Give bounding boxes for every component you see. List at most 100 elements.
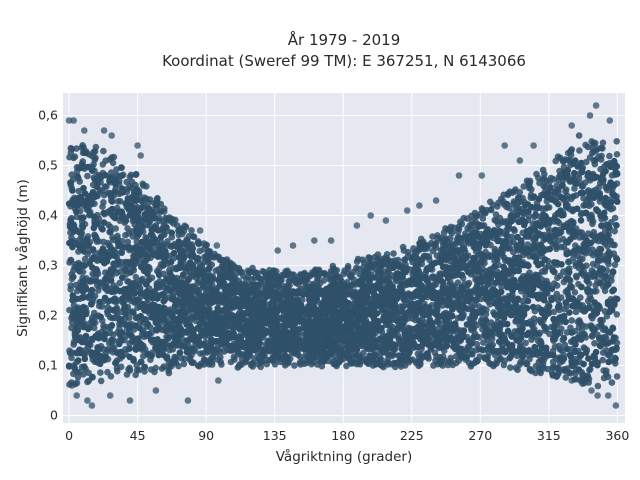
scatter-point — [124, 238, 132, 246]
scatter-point — [522, 339, 529, 347]
scatter-point — [182, 240, 190, 248]
scatter-point — [576, 147, 583, 154]
scatter-point — [439, 353, 447, 360]
scatter-point — [497, 195, 505, 203]
scatter-point — [234, 364, 242, 371]
scatter-point — [127, 171, 135, 179]
scatter-point — [487, 206, 495, 214]
scatter-point — [303, 283, 311, 290]
scatter-point — [577, 211, 585, 218]
scatter-point — [563, 329, 571, 336]
scatter-point — [85, 193, 92, 201]
scatter-point — [613, 151, 621, 158]
scatter-point — [65, 200, 73, 207]
scatter-point — [523, 304, 531, 312]
scatter-point — [451, 282, 458, 290]
scatter-point — [260, 347, 268, 354]
scatter-point — [74, 357, 82, 364]
scatter-point — [454, 248, 462, 255]
scatter-point — [550, 176, 557, 183]
scatter-point — [90, 324, 98, 332]
scatter-point — [604, 351, 612, 359]
scatter-point — [263, 360, 271, 368]
scatter-point — [504, 299, 511, 307]
scatter-point — [259, 268, 267, 275]
scatter-point — [89, 295, 97, 303]
scatter-point — [205, 248, 212, 256]
scatter-point — [567, 284, 574, 291]
scatter-point — [208, 281, 216, 288]
scatter-point — [440, 229, 448, 236]
scatter-point — [385, 351, 392, 359]
scatter-point — [454, 234, 462, 241]
scatter-point — [397, 261, 404, 269]
scatter-point — [141, 216, 148, 224]
scatter-point — [78, 229, 86, 237]
scatter-point — [497, 355, 504, 362]
scatter-point — [567, 151, 575, 159]
scatter-point — [67, 282, 74, 289]
scatter-point — [510, 200, 517, 208]
scatter-point — [503, 231, 510, 239]
scatter-point — [128, 178, 136, 186]
scatter-point — [609, 205, 617, 212]
scatter-point — [227, 358, 235, 366]
scatter-point — [116, 279, 123, 287]
scatter-point — [353, 264, 360, 272]
scatter-point — [157, 233, 165, 241]
scatter-point — [239, 310, 247, 317]
scatter-point — [504, 190, 512, 197]
scatter-point — [103, 183, 110, 190]
scatter-point — [569, 193, 577, 200]
scatter-point — [555, 342, 563, 350]
scatter-point — [70, 267, 77, 274]
scatter-point — [272, 284, 280, 292]
scatter-point — [108, 322, 116, 329]
scatter-point — [372, 265, 379, 273]
scatter-point — [524, 262, 532, 269]
scatter-point — [215, 266, 222, 273]
scatter-point — [230, 274, 238, 281]
scatter-point — [383, 251, 391, 258]
scatter-point — [117, 363, 125, 371]
scatter-point — [390, 307, 398, 315]
scatter-point — [93, 267, 101, 275]
scatter-point — [287, 277, 294, 284]
scatter-point — [521, 285, 529, 293]
scatter-point — [588, 211, 595, 219]
scatter-point — [530, 319, 538, 327]
scatter-point — [371, 309, 378, 317]
scatter-point — [168, 310, 176, 318]
scatter-point — [473, 346, 480, 354]
scatter-point — [479, 305, 486, 313]
scatter-point — [322, 354, 330, 361]
scatter-point — [366, 254, 374, 262]
scatter-point — [606, 152, 613, 160]
scatter-point — [612, 355, 619, 363]
scatter-point — [593, 250, 601, 258]
scatter-point — [190, 233, 198, 241]
scatter-point — [599, 349, 607, 357]
scatter-point — [514, 366, 521, 374]
scatter-point — [203, 255, 211, 263]
scatter-point — [93, 183, 101, 190]
scatter-point — [477, 258, 485, 266]
scatter-point — [455, 357, 463, 364]
scatter-point — [122, 309, 129, 316]
scatter-point — [226, 291, 234, 298]
scatter-point — [431, 275, 439, 283]
scatter-point — [202, 242, 210, 249]
scatter-point — [321, 269, 328, 277]
scatter-point — [188, 227, 195, 234]
scatter-point — [68, 349, 76, 357]
scatter-point — [541, 268, 549, 275]
scatter-point — [524, 297, 532, 305]
scatter-point — [572, 242, 579, 249]
scatter-point — [100, 199, 107, 206]
scatter-point — [68, 145, 76, 153]
scatter-point — [168, 229, 176, 237]
scatter-point — [602, 272, 609, 280]
scatter-point — [469, 351, 476, 358]
scatter-point — [102, 171, 109, 179]
scatter-point — [364, 359, 371, 367]
